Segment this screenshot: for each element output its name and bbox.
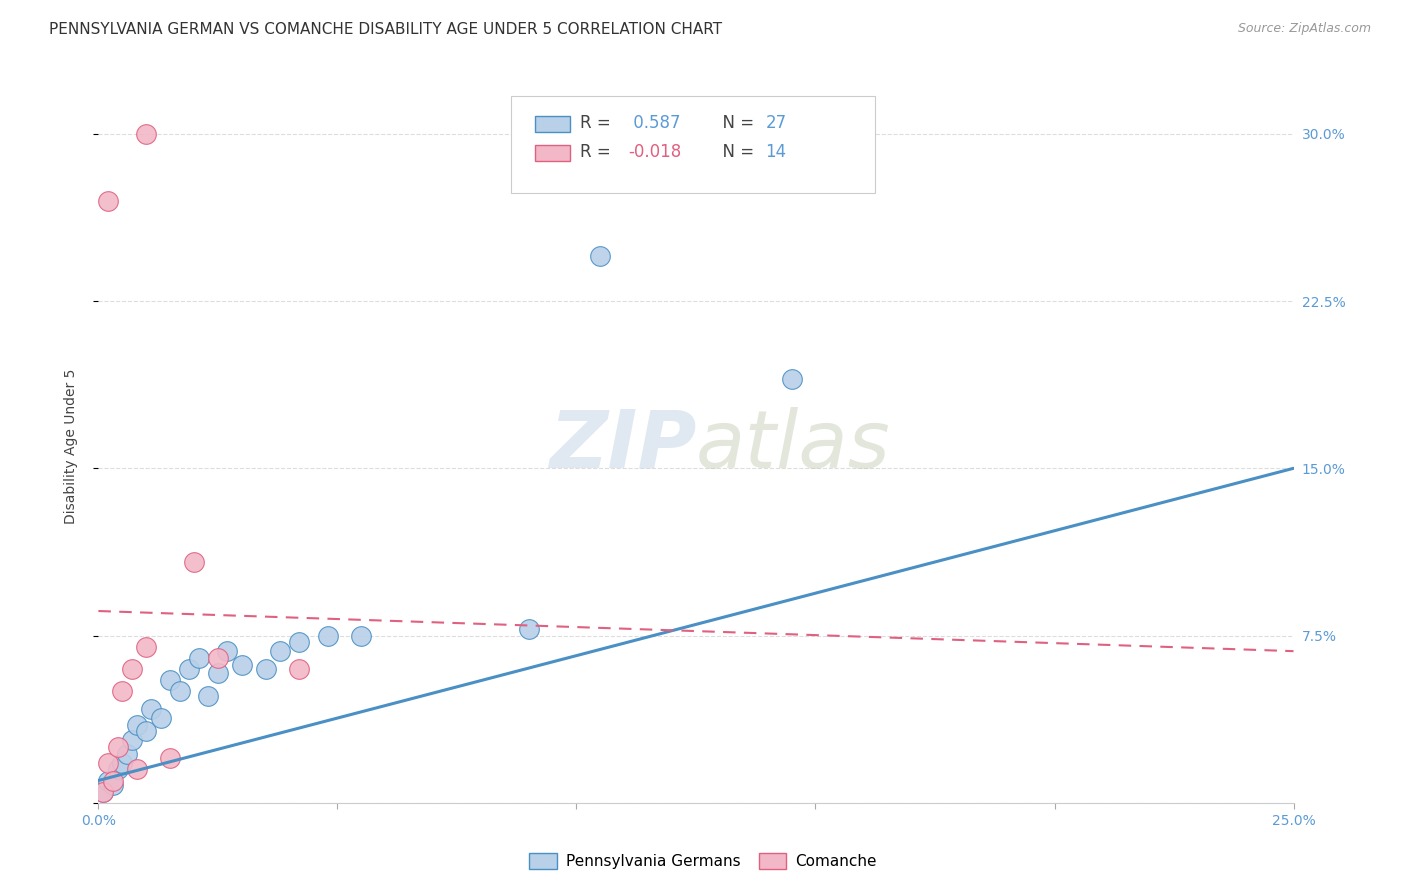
Point [217, 644, 239, 658]
Y-axis label: Disability Age Under 5: Disability Age Under 5 [63, 368, 77, 524]
FancyBboxPatch shape [534, 116, 571, 132]
Point [121, 733, 143, 747]
Point [97, 756, 120, 770]
Point [269, 644, 291, 658]
Point [135, 640, 157, 654]
Text: N =: N = [711, 114, 759, 132]
Point [183, 555, 205, 569]
Text: atlas: atlas [696, 407, 891, 485]
Text: ZIP: ZIP [548, 407, 696, 485]
Point [135, 724, 157, 739]
Text: R =: R = [581, 114, 616, 132]
Point [197, 689, 219, 703]
Text: Source: ZipAtlas.com: Source: ZipAtlas.com [1237, 22, 1371, 36]
Point [107, 762, 129, 776]
Point [125, 717, 148, 731]
Text: 27: 27 [765, 114, 786, 132]
Point [316, 628, 339, 642]
Point [149, 711, 172, 725]
Point [207, 651, 229, 665]
Point [115, 747, 138, 761]
Point [179, 662, 201, 676]
Point [125, 762, 148, 776]
Point [97, 194, 120, 208]
Text: R =: R = [581, 143, 616, 161]
Point [101, 773, 124, 788]
Point [107, 740, 129, 755]
Text: 14: 14 [765, 143, 786, 161]
Point [111, 756, 134, 770]
Point [517, 622, 540, 636]
Point [101, 778, 124, 792]
Point [254, 662, 277, 676]
Point [91, 785, 114, 799]
Point [159, 751, 181, 765]
Point [135, 127, 157, 141]
Point [231, 657, 253, 672]
Text: -0.018: -0.018 [628, 143, 681, 161]
Point [288, 635, 311, 649]
FancyBboxPatch shape [534, 145, 571, 161]
Text: 0.587: 0.587 [628, 114, 681, 132]
Point [159, 673, 181, 687]
Point [139, 702, 162, 716]
Point [207, 666, 229, 681]
Point [121, 662, 143, 676]
Point [288, 662, 311, 676]
Point [111, 684, 134, 698]
Point [589, 249, 612, 264]
Point [187, 651, 209, 665]
Point [91, 785, 114, 799]
Point [780, 372, 803, 386]
Text: PENNSYLVANIA GERMAN VS COMANCHE DISABILITY AGE UNDER 5 CORRELATION CHART: PENNSYLVANIA GERMAN VS COMANCHE DISABILI… [49, 22, 723, 37]
Legend: Pennsylvania Germans, Comanche: Pennsylvania Germans, Comanche [523, 847, 883, 875]
Text: N =: N = [711, 143, 759, 161]
Point [97, 773, 120, 788]
Point [169, 684, 191, 698]
Point [350, 628, 373, 642]
FancyBboxPatch shape [510, 96, 875, 193]
